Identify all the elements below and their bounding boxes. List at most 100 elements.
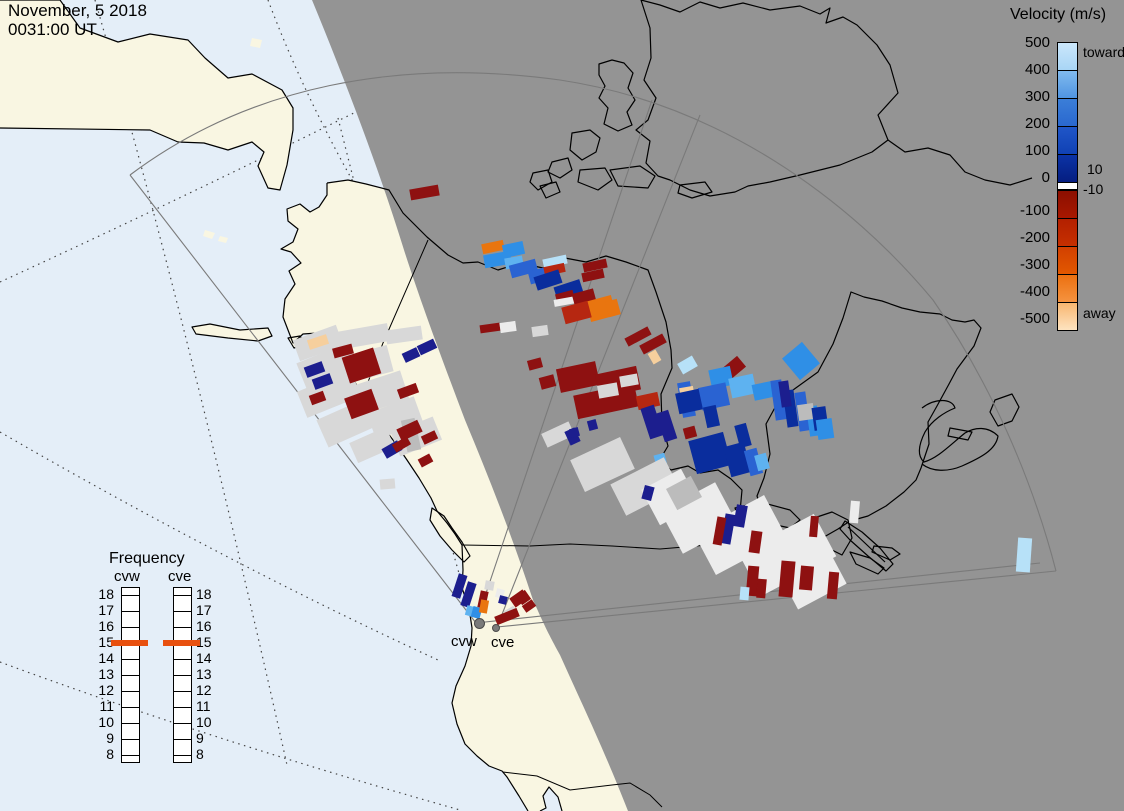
colorbar-tick-label: 100: [1024, 142, 1050, 159]
frequency-tick: [174, 691, 191, 692]
colorbar-toward-label: toward: [1083, 44, 1124, 60]
colorbar-lower-thresh: -10: [1083, 181, 1104, 197]
colorbar-tick-label: -200: [1019, 229, 1050, 246]
frequency-tick-label: 13: [98, 666, 114, 682]
fov-bottom-edge-east: [496, 570, 1057, 628]
velocity-cell: [479, 322, 501, 334]
date-line: November, 5 2018: [8, 1, 147, 20]
radar-dot-cvw: [474, 618, 485, 629]
frequency-tick: [122, 707, 139, 708]
colorbar-tick-label: 0: [1041, 169, 1050, 186]
frequency-tick: [174, 723, 191, 724]
velocity-cell: [1015, 537, 1033, 573]
colorbar-segment: [1058, 246, 1077, 274]
velocity-cell: [416, 338, 438, 356]
velocity-cell: [826, 571, 840, 600]
siberia-coast: [0, 0, 294, 191]
velocity-cell: [798, 565, 815, 591]
frequency-tick-label: 8: [106, 746, 114, 762]
frequency-tick: [122, 627, 139, 628]
radar-site-label-cve: cve: [491, 634, 515, 651]
frequency-tick-label: 18: [196, 586, 212, 602]
frequency-tick-label: 13: [196, 666, 212, 682]
velocity-cell: [702, 404, 721, 429]
colorbar-tick-label: 500: [1024, 34, 1050, 51]
frequency-tick-label: 15: [98, 634, 114, 650]
velocity-cell: [849, 500, 860, 524]
velocity-cell: [682, 425, 698, 440]
colorbar-tick-label: 400: [1024, 61, 1050, 78]
frequency-tick: [122, 691, 139, 692]
alaska-peninsula: [192, 324, 272, 341]
arctic-landmass-baffin: [635, 0, 899, 197]
frequency-tick-label: 16: [98, 618, 114, 634]
colorbar-upper-thresh: 10: [1087, 161, 1103, 177]
anticosti-island: [947, 427, 973, 441]
velocity-cell: [675, 388, 703, 415]
frequency-tick-label: 18: [98, 586, 114, 602]
frequency-tick: [122, 723, 139, 724]
colorbar-segment: [1058, 98, 1077, 126]
colorbar-away-label: away: [1083, 305, 1116, 321]
frequency-tick-label: 10: [196, 714, 212, 730]
frequency-legend-title: Frequency: [109, 550, 185, 567]
velocity-cell: [782, 341, 820, 381]
colorbar-tick-label: 200: [1024, 115, 1050, 132]
time-line: 0031:00 UT: [8, 20, 97, 39]
colorbar-segment: [1058, 43, 1077, 70]
velocity-cell: [756, 578, 767, 599]
frequency-tick-label: 9: [196, 730, 204, 746]
colorbar-segment: [1058, 126, 1077, 154]
colorbar-segment: [1058, 302, 1077, 330]
colorbar-segment: [1058, 190, 1077, 218]
colorbar-tick-label: 300: [1024, 88, 1050, 105]
colorbar-segment: [1058, 154, 1077, 182]
frequency-tick: [174, 675, 191, 676]
colorbar-segment: [1058, 70, 1077, 98]
colorbar-title: Velocity (m/s): [1010, 6, 1107, 23]
frequency-tick: [174, 707, 191, 708]
velocity-cell: [379, 478, 396, 490]
frequency-tick-label: 11: [99, 698, 114, 714]
radar-site-label-cvw: cvw: [451, 633, 477, 650]
frequency-tick: [122, 611, 139, 612]
velocity-cell: [531, 324, 549, 338]
frequency-tick: [174, 627, 191, 628]
frequency-tick-label: 15: [196, 634, 212, 650]
gulf-st-lawrence: [918, 399, 999, 471]
velocity-cell: [417, 453, 434, 468]
frequency-tick-label: 11: [196, 698, 211, 714]
frequency-tick: [122, 675, 139, 676]
colorbar-tick-label: -300: [1019, 256, 1050, 273]
us-mexico-border: [502, 771, 663, 808]
velocity-cell: [409, 184, 440, 201]
velocity-cell: [586, 419, 599, 431]
vancouver-island: [430, 508, 470, 562]
colorbar-tick-label: -400: [1019, 283, 1050, 300]
frequency-tick-label: 12: [98, 682, 114, 698]
velocity-cell: [385, 325, 423, 345]
frequency-column-cve: cve: [168, 568, 192, 585]
frequency-tick-label: 16: [196, 618, 212, 634]
lake-ontario: [871, 545, 901, 561]
frequency-tick: [174, 611, 191, 612]
colorbar-segment: [1058, 274, 1077, 302]
radar-dot-cve: [492, 624, 500, 632]
frequency-tick-label: 10: [98, 714, 114, 730]
frequency-tick-label: 14: [196, 650, 212, 666]
colorbar-zero-gap: [1058, 182, 1077, 190]
velocity-cell: [538, 374, 557, 390]
frequency-tick: [122, 755, 139, 756]
colorbar-tick-label: -100: [1019, 202, 1050, 219]
velocity-cell: [478, 599, 490, 614]
lake-erie: [849, 551, 885, 575]
frequency-tick: [174, 755, 191, 756]
vancouver-island-outline: [429, 507, 471, 563]
fov-inner-edge-west: [475, 99, 653, 624]
frequency-bar-cvw: [121, 587, 140, 763]
frequency-tick: [174, 739, 191, 740]
frequency-tick-label: 17: [196, 602, 212, 618]
frequency-tick-label: 17: [98, 602, 114, 618]
